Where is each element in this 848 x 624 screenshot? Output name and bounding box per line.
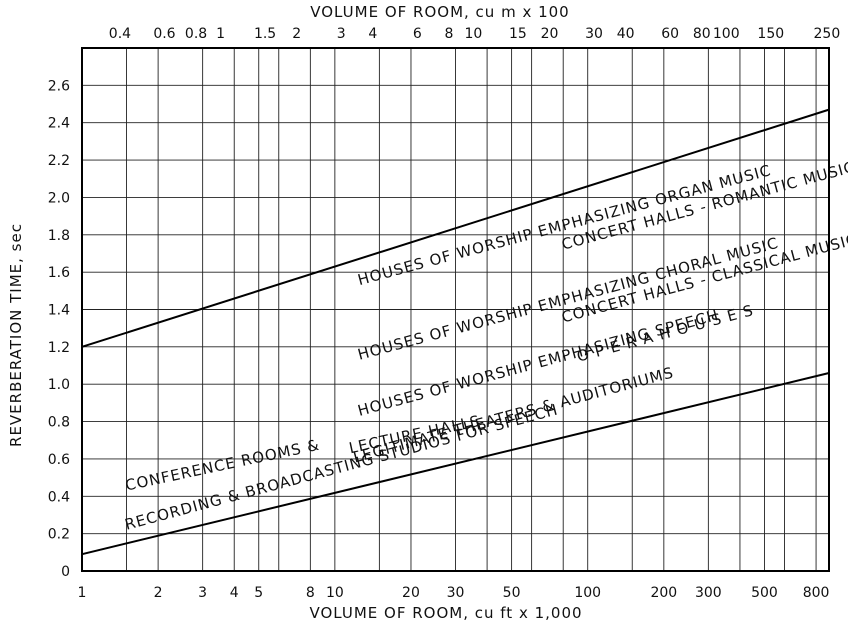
y-tick-label: 1.4 [48,303,70,319]
x2-tick-label: 80 [693,26,711,42]
x2-tick-label: 20 [541,26,559,42]
x2-tick-label: 0.8 [185,26,207,42]
x2-tick-label: 60 [661,26,679,42]
y-tick-label: 2.6 [48,78,70,94]
boundary-line [81,372,830,556]
x-tick-label: 1 [78,585,87,601]
x2-tick-label: 8 [444,26,453,42]
x-tick-label: 500 [751,585,778,601]
x2-tick-label: 150 [757,26,784,42]
x-tick-label: 5 [254,585,263,601]
boundary-line [81,108,830,348]
y-tick-label: 0.8 [48,415,70,431]
x2-tick-label: 4 [368,26,377,42]
x2-tick-label: 40 [617,26,635,42]
x-tick-label: 20 [402,585,420,601]
y-tick-label: 1.6 [48,265,70,281]
x2-tick-label: 100 [713,26,740,42]
bottom-axis-title: VOLUME OF ROOM, cu ft x 1,000 [309,604,582,622]
y-tick-label: 0.6 [48,452,70,468]
y-axis-title: REVERBERATION TIME, sec [7,223,25,447]
x-tick-label: 3 [198,585,207,601]
plot-frame [81,47,830,572]
x-tick-label: 50 [503,585,521,601]
x2-tick-label: 10 [464,26,482,42]
y-tick-label: 1.8 [48,228,70,244]
band-labels: HOUSES OF WORSHIP EMPHASIZING ORGAN MUSI… [123,158,848,534]
band-label: HOUSES OF WORSHIP EMPHASIZING CHORAL MUS… [356,234,781,364]
y-tick-label: 2.4 [48,116,70,132]
x2-tick-label: 3 [337,26,346,42]
x-tick-label: 10 [326,585,344,601]
y-tick-label: 1.2 [48,340,70,356]
x-tick-label: 8 [306,585,315,601]
x2-tick-label: 30 [585,26,603,42]
series-lines [81,108,830,556]
x2-tick-label: 0.6 [153,26,175,42]
x2-tick-label: 250 [814,26,841,42]
x2-tick-label: 1.5 [254,26,276,42]
x-tick-label: 800 [803,585,830,601]
x2-tick-label: 15 [509,26,527,42]
x2-tick-label: 2 [292,26,301,42]
y-tick-label: 2.2 [48,153,70,169]
y-tick-label: 0.4 [48,489,70,505]
y-tick-label: 2.0 [48,190,70,206]
y-tick-label: 1.0 [48,377,70,393]
x2-tick-label: 0.4 [109,26,131,42]
x-tick-label: 100 [574,585,601,601]
x-tick-label: 200 [650,585,677,601]
x-tick-label: 300 [695,585,722,601]
top-axis-title: VOLUME OF ROOM, cu m x 100 [310,3,569,21]
x-tick-label: 30 [447,585,465,601]
x-tick-label: 2 [154,585,163,601]
x2-tick-label: 6 [413,26,422,42]
x2-tick-label: 1 [216,26,225,42]
y-tick-label: 0.2 [48,527,70,543]
y-tick-label: 0 [61,564,70,580]
x-tick-label: 4 [230,585,239,601]
